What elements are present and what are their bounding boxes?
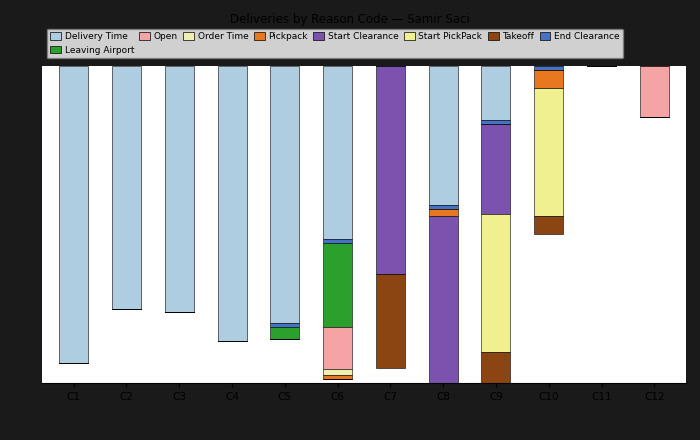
Bar [60, 66, 88, 363]
Bar [376, 66, 405, 274]
Bar [323, 66, 352, 239]
Bar [482, 66, 510, 121]
Bar [428, 405, 458, 440]
Bar [164, 66, 194, 312]
Bar [428, 205, 458, 209]
Bar [323, 375, 352, 379]
Text: Deliveries by Reason Code — Samir Saci: Deliveries by Reason Code — Samir Saci [230, 13, 470, 26]
Bar [428, 209, 458, 216]
Bar [270, 66, 300, 323]
Bar [534, 88, 564, 216]
Bar [112, 66, 141, 308]
Bar [323, 369, 352, 375]
Bar [323, 327, 352, 369]
Legend: Delivery Time, Leaving Airport, Open, Order Time, Pickpack, Start Clearance, Sta: Delivery Time, Leaving Airport, Open, Or… [46, 29, 623, 59]
Bar [428, 66, 458, 205]
Bar [482, 125, 510, 213]
Bar [323, 239, 352, 243]
Bar [270, 323, 300, 327]
Bar [270, 327, 300, 339]
Bar [534, 216, 564, 234]
Bar [482, 121, 510, 125]
Bar [218, 66, 246, 341]
Bar [640, 66, 668, 117]
Bar [323, 243, 352, 327]
Bar [428, 216, 458, 405]
Bar [482, 213, 510, 352]
Bar [534, 70, 564, 88]
Bar [376, 274, 405, 368]
Bar [534, 66, 564, 70]
Bar [482, 352, 510, 440]
